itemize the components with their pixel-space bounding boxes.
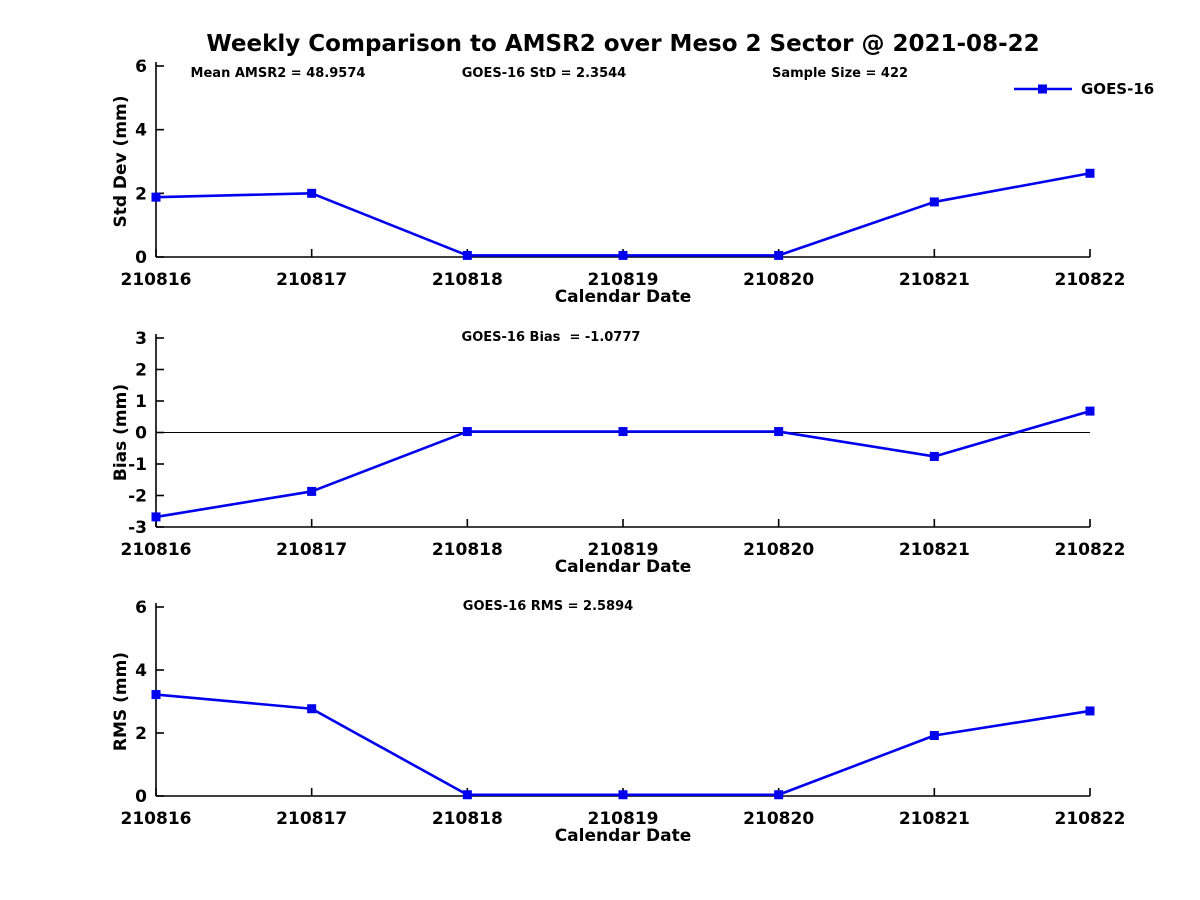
legend-label: GOES-16	[1081, 80, 1155, 98]
series-marker	[462, 250, 472, 260]
x-tick-label: 210820	[743, 540, 814, 560]
series-marker	[151, 512, 161, 522]
y-tick-label: -2	[128, 487, 147, 507]
y-tick-label: 4	[135, 661, 147, 681]
x-tick-label: 210816	[121, 809, 192, 829]
series-marker	[462, 790, 472, 800]
series-line	[155, 171, 1091, 257]
y-tick-label: 4	[135, 121, 147, 141]
x-axis-label: Calendar Date	[555, 287, 692, 307]
y-tick-label: -1	[128, 455, 147, 475]
y-tick-label: 1	[135, 392, 147, 412]
y-tick-label: 2	[135, 184, 147, 204]
x-tick-label: 210821	[899, 809, 970, 829]
series-marker	[151, 192, 161, 202]
x-tick-label: 210821	[899, 540, 970, 560]
y-tick-label: 6	[135, 598, 147, 618]
series-marker	[618, 790, 628, 800]
series-marker	[774, 790, 784, 800]
annotation-sample-size: Sample Size = 422	[771, 66, 909, 81]
y-tick-label: 3	[135, 329, 147, 349]
y-tick-label: 6	[135, 57, 147, 77]
x-tick-label: 210816	[121, 270, 192, 290]
y-tick-label: 2	[135, 724, 147, 744]
annotation-goes16-bias: GOES-16 Bias = -1.0777	[461, 330, 641, 345]
x-tick-label: 210822	[1055, 809, 1126, 829]
annotation-goes16-std: GOES-16 StD = 2.3544	[461, 66, 627, 81]
series-marker	[307, 188, 317, 198]
series-marker	[774, 250, 784, 260]
y-axis-label: Std Dev (mm)	[111, 95, 131, 227]
series-marker	[618, 250, 628, 260]
y-tick-label: 0	[135, 787, 147, 807]
x-tick-label: 210819	[588, 270, 659, 290]
series-line	[155, 409, 1091, 519]
x-tick-label: 210816	[121, 540, 192, 560]
series-marker	[1085, 168, 1095, 178]
annotation-mean-amsr2: Mean AMSR2 = 48.9574	[190, 66, 366, 81]
x-tick-label: 210818	[432, 540, 503, 560]
legend: GOES-16	[1014, 80, 1154, 98]
series-marker	[151, 690, 161, 700]
series-marker	[462, 427, 472, 437]
series-line	[155, 693, 1091, 797]
x-tick-label: 210822	[1055, 540, 1126, 560]
x-tick-label: 210820	[743, 270, 814, 290]
series-marker	[929, 451, 939, 461]
x-tick-label: 210821	[899, 270, 970, 290]
figure-title: Weekly Comparison to AMSR2 over Meso 2 S…	[206, 31, 1040, 57]
series-marker	[774, 427, 784, 437]
series-marker	[618, 427, 628, 437]
x-tick-label: 210822	[1055, 270, 1126, 290]
y-tick-label: -3	[128, 518, 147, 538]
y-axis-label: Bias (mm)	[111, 384, 131, 481]
series-marker	[1085, 406, 1095, 416]
series-marker	[1085, 706, 1095, 716]
series-marker	[307, 486, 317, 496]
y-tick-label: 2	[135, 361, 147, 381]
x-axis-label: Calendar Date	[555, 826, 692, 846]
series-marker	[307, 704, 317, 714]
y-axis-label: RMS (mm)	[111, 652, 131, 751]
x-axis-label: Calendar Date	[555, 557, 692, 577]
legend-line-marker-icon	[1014, 84, 1072, 94]
x-tick-label: 210820	[743, 809, 814, 829]
series-marker	[929, 731, 939, 741]
x-tick-label: 210817	[276, 270, 347, 290]
annotation-goes16-rms: GOES-16 RMS = 2.5894	[462, 599, 634, 614]
x-tick-label: 210818	[432, 809, 503, 829]
series-marker	[929, 197, 939, 207]
y-tick-label: 0	[135, 424, 147, 444]
x-tick-label: 210819	[588, 540, 659, 560]
x-tick-label: 210817	[276, 809, 347, 829]
x-tick-label: 210818	[432, 270, 503, 290]
x-tick-label: 210819	[588, 809, 659, 829]
y-tick-label: 0	[135, 248, 147, 268]
x-tick-label: 210817	[276, 540, 347, 560]
